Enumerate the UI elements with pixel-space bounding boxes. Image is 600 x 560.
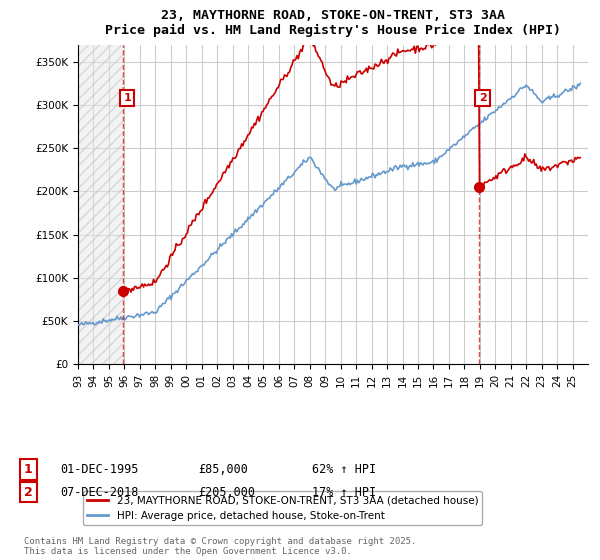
Text: £205,000: £205,000 — [198, 486, 255, 498]
Text: 01-DEC-1995: 01-DEC-1995 — [60, 463, 139, 476]
Text: 17% ↑ HPI: 17% ↑ HPI — [312, 486, 376, 498]
Text: Contains HM Land Registry data © Crown copyright and database right 2025.
This d: Contains HM Land Registry data © Crown c… — [24, 537, 416, 557]
Bar — [78, 45, 123, 364]
Text: 2: 2 — [24, 486, 33, 498]
Text: 1: 1 — [124, 93, 131, 103]
Text: 62% ↑ HPI: 62% ↑ HPI — [312, 463, 376, 476]
Text: 1: 1 — [24, 463, 33, 476]
Text: £85,000: £85,000 — [198, 463, 248, 476]
Legend: 23, MAYTHORNE ROAD, STOKE-ON-TRENT, ST3 3AA (detached house), HPI: Average price: 23, MAYTHORNE ROAD, STOKE-ON-TRENT, ST3 … — [83, 491, 482, 525]
Text: 2: 2 — [479, 93, 487, 103]
Text: 07-DEC-2018: 07-DEC-2018 — [60, 486, 139, 498]
Title: 23, MAYTHORNE ROAD, STOKE-ON-TRENT, ST3 3AA
Price paid vs. HM Land Registry's Ho: 23, MAYTHORNE ROAD, STOKE-ON-TRENT, ST3 … — [105, 8, 561, 37]
